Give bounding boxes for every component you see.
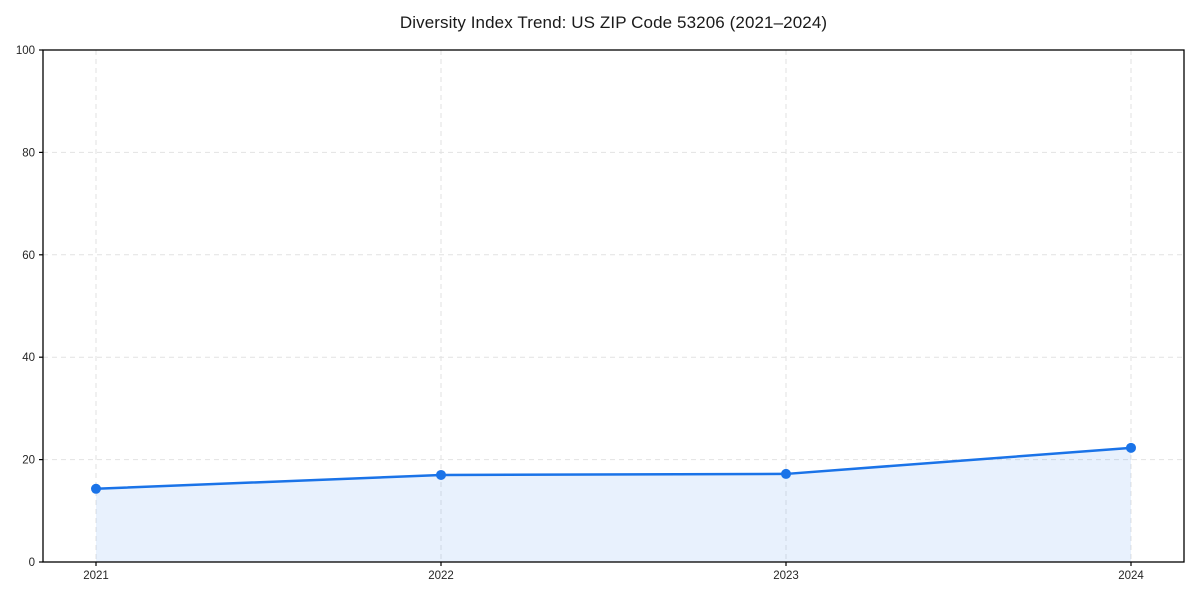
chart-title: Diversity Index Trend: US ZIP Code 53206…	[399, 13, 828, 32]
data-point-2023	[781, 468, 791, 479]
x-tick-label-2022: 2022	[428, 570, 454, 582]
x-tick-label-2023: 2023	[773, 570, 799, 582]
x-tick-label-2024: 2024	[1118, 570, 1144, 582]
data-point-2024	[1126, 442, 1136, 453]
data-point-2021	[91, 483, 101, 494]
y-tick-label-100: 100	[16, 45, 35, 57]
y-tick-label-80: 80	[22, 147, 35, 159]
data-point-2022	[436, 469, 446, 480]
area-fill	[96, 447, 1131, 562]
trend-line	[94, 446, 1133, 491]
y-tick-label-0: 0	[29, 557, 35, 569]
y-tick-label-40: 40	[22, 352, 35, 364]
y-tick-label-20: 20	[22, 455, 35, 467]
y-tick-label-60: 60	[22, 250, 35, 262]
x-tick-label-2021: 2021	[83, 570, 109, 582]
axes-frame	[42, 49, 1185, 563]
